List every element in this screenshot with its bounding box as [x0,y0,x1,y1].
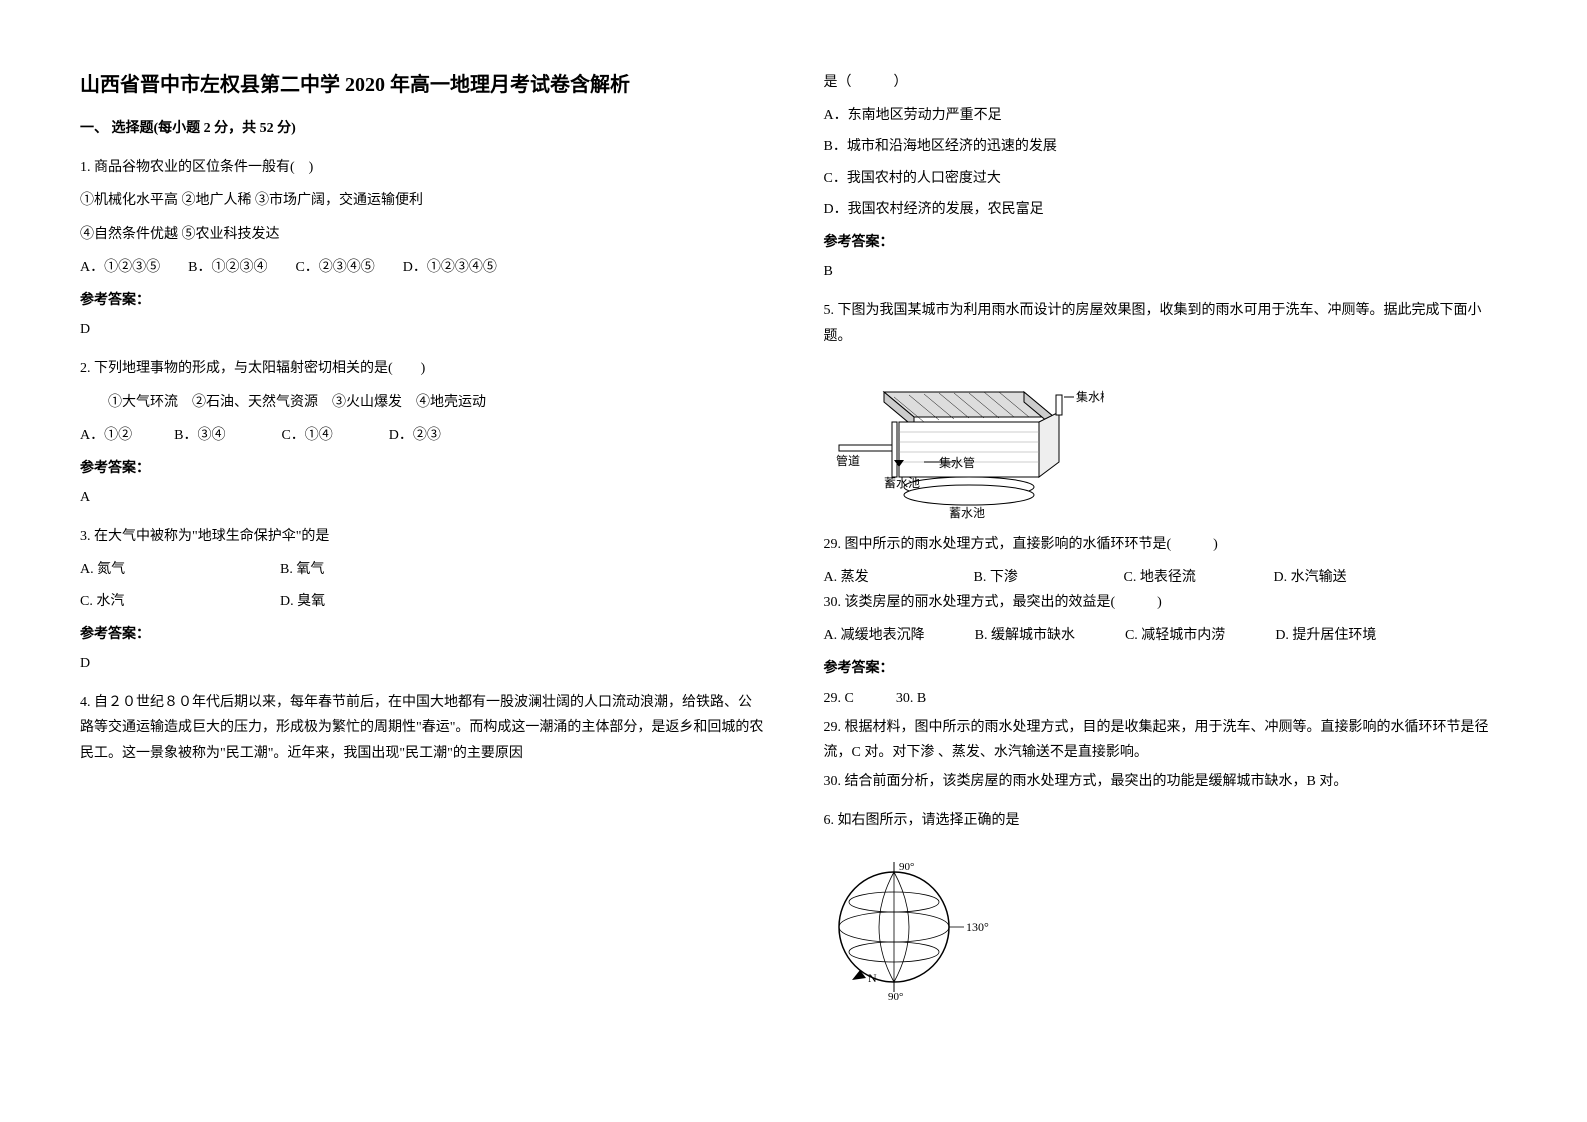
q3-stem: 3. 在大气中被称为"地球生命保护伞"的是 [80,524,764,549]
q4-stem-end: 是（ ） [824,70,1508,95]
q2-stem: 2. 下列地理事物的形成，与太阳辐射密切相关的是( ) [80,356,764,381]
q4-opt-a: A．东南地区劳动力严重不足 [824,103,1508,128]
q1-options: A．①②③⑤ B．①②③④ C．②③④⑤ D．①②③④⑤ [80,255,764,280]
question-5: 5. 下图为我国某城市为利用雨水而设计的房屋效果图，收集到的雨水可用于洗车、冲厕… [824,298,1508,794]
q5-sub30-opts: A. 减缓地表沉降 B. 缓解城市缺水 C. 减轻城市内涝 D. 提升居住环境 [824,623,1508,648]
q1-line2: ④自然条件优越 ⑤农业科技发达 [80,222,764,247]
q5-29-b: B. 下渗 [974,565,1074,590]
q1-line1: ①机械化水平高 ②地广人稀 ③市场广阔，交通运输便利 [80,188,764,213]
q2-answer: A [80,485,764,510]
diagram-label-pool1: 蓄水池 [884,476,920,490]
q5-sub29: 29. 图中所示的雨水处理方式，直接影响的水循环环节是( ) [824,532,1508,557]
globe-label-top: 90° [899,861,914,873]
q5-sub30: 30. 该类房屋的丽水处理方式，最突出的效益是( ) [824,590,1508,615]
q3-row2: C. 水汽 D. 臭氧 [80,589,764,614]
q5-exp30: 30. 结合前面分析，该类房屋的雨水处理方式，最突出的功能是缓解城市缺水，B 对… [824,769,1508,794]
q3-row1: A. 氮气 B. 氧气 [80,557,764,582]
q5-30-a: A. 减缓地表沉降 [824,623,925,648]
q3-opt-a: A. 氮气 [80,557,280,582]
q5-29-d: D. 水汽输送 [1274,565,1374,590]
q5-answer: 29. C 30. B [824,686,1508,711]
globe-diagram: 90° 130° 90° N [824,852,1004,1002]
q4-opt-c: C．我国农村的人口密度过大 [824,166,1508,191]
section-1-header: 一、 选择题(每小题 2 分，共 52 分) [80,116,764,141]
right-column: 是（ ） A．东南地区劳动力严重不足 B．城市和沿海地区经济的迅速的发展 C．我… [794,70,1538,1092]
house-diagram: 集水槽 集水管 管道 蓄水池 蓄水池 [824,367,1104,522]
q4-answer: B [824,259,1508,284]
diagram-label-pool2: 蓄水池 [949,506,985,520]
q1-answer: D [80,317,764,342]
q2-line1: ①大气环流 ②石油、天然气资源 ③火山爆发 ④地壳运动 [80,390,764,415]
q1-answer-label: 参考答案： [80,288,764,313]
diagram-label-pipeline: 管道 [836,453,860,468]
diagram-label-gutter: 集水槽 [1076,389,1104,404]
q2-answer-label: 参考答案： [80,456,764,481]
q4-answer-label: 参考答案： [824,230,1508,255]
q3-opt-b: B. 氧气 [280,557,480,582]
q5-30-d: D. 提升居住环境 [1275,623,1376,648]
q4-continuation: 是（ ） A．东南地区劳动力严重不足 B．城市和沿海地区经济的迅速的发展 C．我… [824,70,1508,284]
q2-options: A．①② B．③④ C．①④ D．②③ [80,423,764,448]
globe-label-n: N [868,971,877,985]
question-4: 4. 自２０世纪８０年代后期以来，每年春节前后，在中国大地都有一股波澜壮阔的人口… [80,690,764,766]
q1-stem: 1. 商品谷物农业的区位条件一般有( ) [80,155,764,180]
question-1: 1. 商品谷物农业的区位条件一般有( ) ①机械化水平高 ②地广人稀 ③市场广阔… [80,155,764,342]
q5-29-c: C. 地表径流 [1124,565,1224,590]
diagram-label-pipe: 集水管 [939,455,975,470]
q3-answer-label: 参考答案： [80,622,764,647]
q5-stem: 5. 下图为我国某城市为利用雨水而设计的房屋效果图，收集到的雨水可用于洗车、冲厕… [824,298,1508,348]
q3-opt-c: C. 水汽 [80,589,280,614]
globe-label-right: 130° [966,920,989,934]
globe-label-bottom: 90° [888,991,903,1002]
question-6: 6. 如右图所示，请选择正确的是 90° 130° 90° [824,808,1508,1011]
exam-title: 山西省晋中市左权县第二中学 2020 年高一地理月考试卷含解析 [80,70,764,100]
q5-30-b: B. 缓解城市缺水 [975,623,1075,648]
q5-30-c: C. 减轻城市内涝 [1125,623,1225,648]
question-2: 2. 下列地理事物的形成，与太阳辐射密切相关的是( ) ①大气环流 ②石油、天然… [80,356,764,510]
q4-stem: 4. 自２０世纪８０年代后期以来，每年春节前后，在中国大地都有一股波澜壮阔的人口… [80,690,764,766]
left-column: 山西省晋中市左权县第二中学 2020 年高一地理月考试卷含解析 一、 选择题(每… [50,70,794,1092]
q4-opt-d: D．我国农村经济的发展，农民富足 [824,197,1508,222]
q3-answer: D [80,651,764,676]
q5-sub29-opts: A. 蒸发 B. 下渗 C. 地表径流 D. 水汽输送 [824,565,1508,590]
question-3: 3. 在大气中被称为"地球生命保护伞"的是 A. 氮气 B. 氧气 C. 水汽 … [80,524,764,676]
q6-stem: 6. 如右图所示，请选择正确的是 [824,808,1508,833]
q5-29-a: A. 蒸发 [824,565,924,590]
q5-answer-label: 参考答案： [824,656,1508,681]
q4-opt-b: B．城市和沿海地区经济的迅速的发展 [824,134,1508,159]
q5-exp29: 29. 根据材料，图中所示的雨水处理方式，目的是收集起来，用于洗车、冲厕等。直接… [824,715,1508,765]
q3-opt-d: D. 臭氧 [280,589,480,614]
